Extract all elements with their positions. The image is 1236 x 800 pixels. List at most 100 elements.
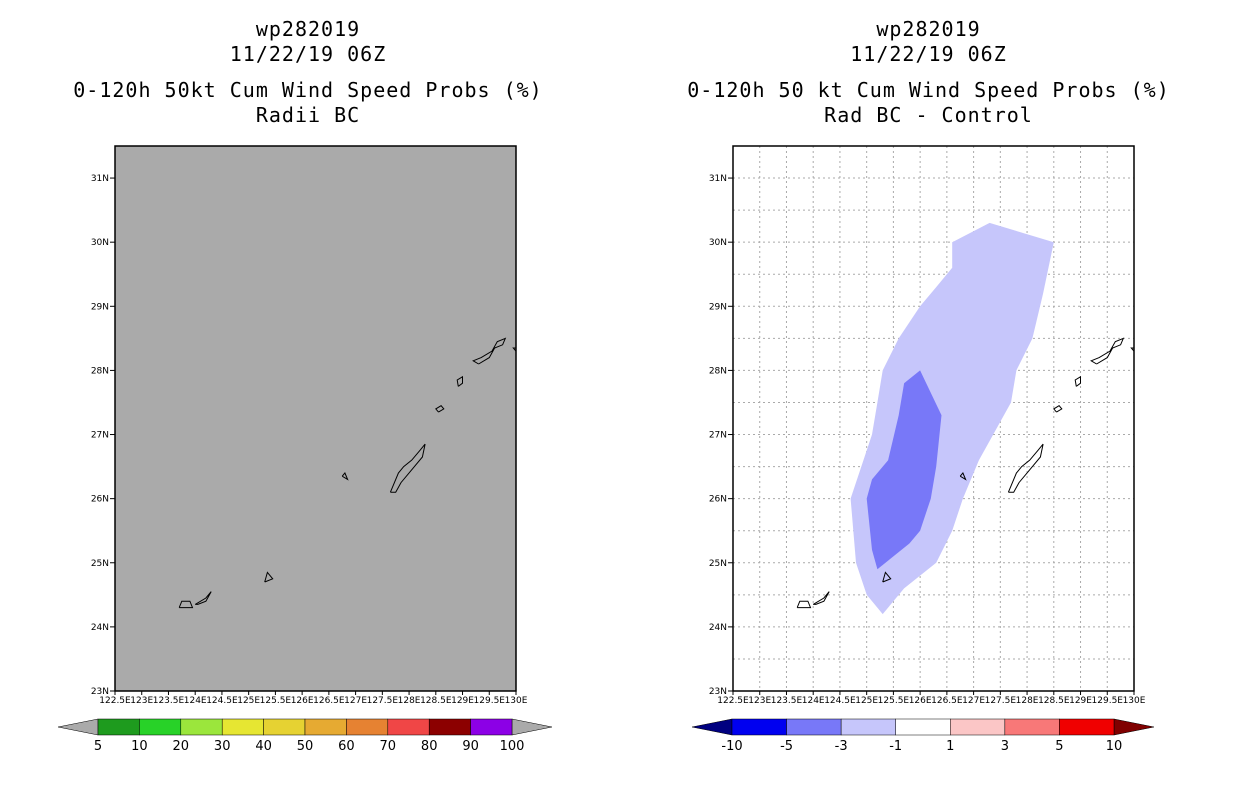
colorbar-swatch — [1059, 718, 1115, 736]
coastline — [796, 337, 1135, 609]
x-tick-label: 128.5E — [420, 696, 452, 706]
x-tick-label: 123.5E — [771, 696, 803, 706]
y-tick-label: 26N — [91, 495, 109, 505]
coast-outline — [1007, 443, 1044, 493]
x-tick-label: 125.5E — [260, 696, 292, 706]
contour-mid — [866, 370, 942, 570]
colorbar-label: -3 — [835, 739, 848, 754]
colorbar-high-arrow — [511, 718, 553, 736]
colorbar-swatch — [180, 718, 223, 736]
storm-id-label: wp282019 — [255, 17, 361, 41]
colorbar-swatch — [221, 718, 264, 736]
coast-outline — [456, 375, 463, 387]
x-tick-label: 124E — [802, 696, 825, 706]
colorbar-label: 20 — [173, 739, 190, 754]
y-tick-label: 25N — [709, 559, 727, 569]
x-tick-label: 124.5E — [206, 696, 238, 706]
y-tick-label: 24N — [91, 623, 109, 633]
y-tick-label: 28N — [91, 366, 109, 376]
y-tick-label: 28N — [709, 366, 727, 376]
coast-outline — [882, 571, 892, 583]
colorbar-label: 90 — [462, 739, 479, 754]
coast-outline — [435, 405, 445, 413]
colorbar-label: 1 — [946, 739, 954, 754]
colorbar-swatch — [346, 718, 389, 736]
coast-outline — [796, 600, 812, 609]
x-tick-label: 122.5E — [99, 696, 131, 706]
coast-outline — [341, 472, 349, 481]
colorbar-swatch — [840, 718, 896, 736]
x-tick-label: 123E — [130, 696, 153, 706]
colorbar-swatch — [263, 718, 306, 736]
x-tick-label: 125E — [855, 696, 878, 706]
storm-id-label: wp282019 — [876, 17, 981, 41]
datetime-label: 11/22/19 06Z — [850, 42, 1007, 66]
colorbar-swatch — [387, 718, 430, 736]
coast-outline — [1090, 337, 1125, 365]
colorbar-label: 5 — [1055, 739, 1063, 754]
colorbar-swatch — [950, 718, 1006, 736]
x-tick-label: 128.5E — [1038, 696, 1070, 706]
colorbar-swatch — [428, 718, 471, 736]
colorbar-label: 40 — [255, 739, 272, 754]
colorbar-label: 100 — [500, 739, 525, 754]
colorbar-label: -10 — [721, 739, 742, 754]
x-tick-label: 126E — [909, 696, 932, 706]
x-tick-label: 127E — [962, 696, 985, 706]
right-panel-title: wp282019 11/22/19 06Z 0-120h 50 kt Cum W… — [676, 17, 1181, 128]
x-tick-label: 126.5E — [313, 696, 345, 706]
y-tick-label: 30N — [709, 238, 727, 248]
coast-outline — [389, 443, 426, 493]
x-tick-label: 126E — [291, 696, 314, 706]
x-tick-label: 127.5E — [367, 696, 399, 706]
right-map-panel: 23N 24N 25N 26N 27N 28N 29N 30N 31N 122.5E 123E 123… — [691, 145, 1155, 754]
colorbar-swatch — [470, 718, 513, 736]
colorbar-swatch — [731, 718, 787, 736]
colorbar-label: 3 — [1001, 739, 1009, 754]
left-panel-title: wp282019 11/22/19 06Z 0-120h 50kt Cum Wi… — [58, 17, 558, 128]
product-title: 0-120h 50 kt Cum Wind Speed Probs (%) — [687, 78, 1170, 102]
coast-outline — [1130, 347, 1135, 352]
panel-subtitle: Rad BC - Control — [824, 103, 1033, 127]
colorbar-label: -5 — [780, 739, 793, 754]
colorbar-label: 30 — [214, 739, 231, 754]
coast-outline — [472, 337, 507, 365]
x-tick-label: 127.5E — [985, 696, 1017, 706]
colorbar-label: 5 — [94, 739, 102, 754]
colorbar-swatch — [97, 718, 140, 736]
coast-outline — [812, 591, 830, 605]
y-tick-label: 31N — [709, 174, 727, 184]
left-map-panel: 23N 24N 25N 26N 27N 28N 29N 30N 31N 122.5E 123E 123… — [57, 145, 553, 754]
y-tick-label: 23N — [709, 687, 727, 697]
x-tick-label: 128E — [1016, 696, 1039, 706]
colorbar-swatch — [139, 718, 182, 736]
x-tick-label: 125.5E — [878, 696, 910, 706]
colorbar-low-arrow — [691, 718, 733, 736]
colorbar-label: 70 — [380, 739, 397, 754]
colorbar-swatch — [895, 718, 951, 736]
y-tick-label: 31N — [91, 174, 109, 184]
y-tick-label: 30N — [91, 238, 109, 248]
coast-outline — [1074, 375, 1081, 387]
colorbar-high-arrow — [1113, 718, 1155, 736]
colorbar-swatch — [1004, 718, 1060, 736]
x-tick-label: 129E — [1069, 696, 1092, 706]
map-frame — [732, 145, 1135, 692]
x-tick-label: 129E — [451, 696, 474, 706]
x-tick-label: 123.5E — [153, 696, 185, 706]
colorbar-swatch — [786, 718, 842, 736]
x-tick-label: 124E — [184, 696, 207, 706]
colorbar-label: 50 — [297, 739, 314, 754]
colorbar-swatch — [304, 718, 347, 736]
y-tick-label: 27N — [91, 431, 109, 441]
coast-outline — [264, 571, 274, 583]
x-tick-label: 123E — [748, 696, 771, 706]
y-tick-label: 25N — [91, 559, 109, 569]
x-tick-label: 129.5E — [1092, 696, 1124, 706]
panel-subtitle: Radii BC — [255, 103, 361, 127]
product-title: 0-120h 50kt Cum Wind Speed Probs (%) — [73, 78, 543, 102]
y-tick-label: 23N — [91, 687, 109, 697]
map-frame — [114, 145, 517, 692]
x-tick-label: 130E — [1123, 696, 1146, 706]
